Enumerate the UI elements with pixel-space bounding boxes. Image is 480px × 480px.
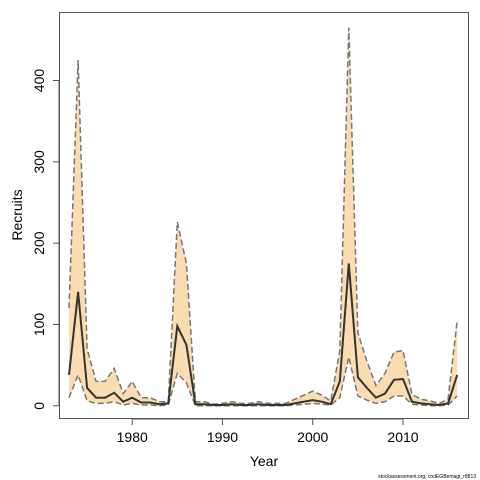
median-line xyxy=(68,263,459,407)
y-tick-label: 200 xyxy=(31,231,47,255)
plot-frame xyxy=(59,12,469,419)
lower-bound-line xyxy=(68,356,458,407)
x-tick-label: 2000 xyxy=(297,429,328,445)
x-tick-label: 2010 xyxy=(387,429,418,445)
x-tick-label: 1980 xyxy=(117,429,148,445)
y-axis: 0 100 200 300 400 xyxy=(31,69,60,410)
x-tick-label: 1990 xyxy=(207,429,238,445)
y-axis-title: Recruits xyxy=(9,189,25,240)
x-axis-title: Year xyxy=(250,453,279,469)
footer-note: stockassessment.org, codEGBemagt_r8813 xyxy=(378,474,476,480)
x-axis: 1980 1990 2000 2010 xyxy=(117,418,419,445)
upper-bound-line xyxy=(68,27,458,405)
y-tick-label: 0 xyxy=(31,402,47,410)
confidence-band xyxy=(69,27,458,406)
y-tick-label: 400 xyxy=(31,69,47,93)
y-tick-label: 100 xyxy=(31,313,47,337)
y-tick-label: 300 xyxy=(31,150,47,174)
